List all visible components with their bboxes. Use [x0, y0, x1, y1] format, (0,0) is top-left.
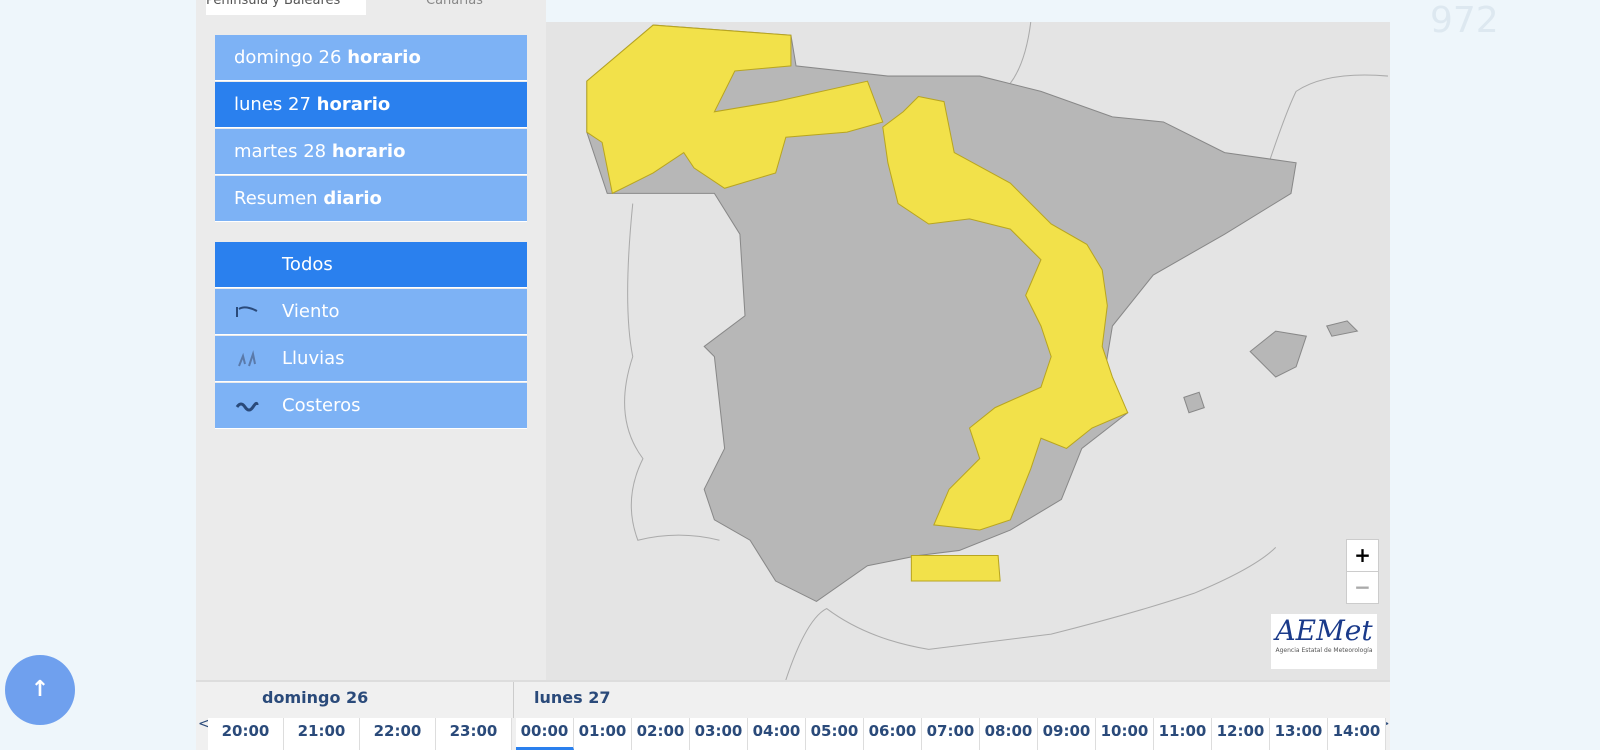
- day-mode: horario: [316, 94, 391, 115]
- day-label: domingo 26: [262, 688, 369, 707]
- hour-cell[interactable]: 04:00: [748, 718, 806, 750]
- hour-cell[interactable]: 13:00: [1270, 718, 1328, 750]
- hour-cell[interactable]: 14:00: [1328, 718, 1386, 750]
- hour-cell[interactable]: 11:00: [1154, 718, 1212, 750]
- day-mode: horario: [331, 141, 406, 162]
- hour-cell[interactable]: 02:00: [632, 718, 690, 750]
- hour-cell[interactable]: 08:00: [980, 718, 1038, 750]
- day-mode: horario: [347, 47, 421, 68]
- watermark: 972: [1430, 0, 1499, 41]
- day-label: lunes 27: [534, 688, 611, 707]
- hour-cell[interactable]: 21:00: [284, 718, 360, 750]
- day-item[interactable]: martes 28 horario: [215, 129, 527, 175]
- timeline: < > domingo 26 lunes 27 20:0021:0022:002…: [196, 680, 1390, 750]
- hour-cell[interactable]: 03:00: [690, 718, 748, 750]
- day-label: lunes 27: [234, 94, 311, 115]
- hour-cell[interactable]: 20:00: [208, 718, 284, 750]
- coast-icon: [235, 401, 259, 412]
- day-label: martes 28: [234, 141, 327, 162]
- filter-item[interactable]: Viento: [215, 289, 527, 335]
- hour-cell[interactable]: 09:00: [1038, 718, 1096, 750]
- tab[interactable]: Península y Baleares: [206, 0, 366, 15]
- filter-item[interactable]: Todos: [215, 242, 527, 288]
- wind-icon: [236, 306, 258, 317]
- logo: AEMet Agencia Estatal de Meteorología: [1271, 614, 1377, 669]
- day-divider: [513, 682, 514, 718]
- zoom-in[interactable]: +: [1346, 539, 1379, 572]
- hour-cell[interactable]: 06:00: [864, 718, 922, 750]
- hour-cell[interactable]: 01:00: [574, 718, 632, 750]
- filter-item[interactable]: Lluvias: [215, 336, 527, 382]
- scroll-top-button[interactable]: ↑: [5, 655, 75, 725]
- summary-label: Resumen: [234, 188, 318, 209]
- hour-cell[interactable]: 22:00: [360, 718, 436, 750]
- map-svg: [586, 21, 1389, 681]
- hour-cell[interactable]: 23:00: [436, 718, 512, 750]
- zoom-out[interactable]: −: [1346, 571, 1379, 604]
- map: [546, 21, 1390, 681]
- filter-label: Lluvias: [282, 348, 345, 369]
- hour-cell[interactable]: 05:00: [806, 718, 864, 750]
- prev-button[interactable]: <: [198, 716, 210, 732]
- filter-item[interactable]: Costeros: [215, 383, 527, 429]
- summary-item[interactable]: Resumen diario: [215, 176, 527, 222]
- filter-label: Todos: [282, 254, 333, 275]
- day-item[interactable]: domingo 26 horario: [215, 35, 527, 81]
- rain-icon: [238, 350, 256, 367]
- summary-mode: diario: [323, 188, 382, 209]
- hour-cell[interactable]: 10:00: [1096, 718, 1154, 750]
- filter-label: Costeros: [282, 395, 361, 416]
- day-label: domingo 26: [234, 47, 342, 68]
- filter-label: Viento: [282, 301, 340, 322]
- logo-subtitle: Agencia Estatal de Meteorología: [1275, 647, 1373, 654]
- hour-cell[interactable]: 12:00: [1212, 718, 1270, 750]
- tab[interactable]: Canarias: [426, 0, 483, 8]
- hour-cell[interactable]: 00:00: [516, 718, 574, 750]
- day-item[interactable]: lunes 27 horario: [215, 82, 527, 128]
- hour-cell[interactable]: 07:00: [922, 718, 980, 750]
- logo-name: AEMet: [1275, 614, 1373, 647]
